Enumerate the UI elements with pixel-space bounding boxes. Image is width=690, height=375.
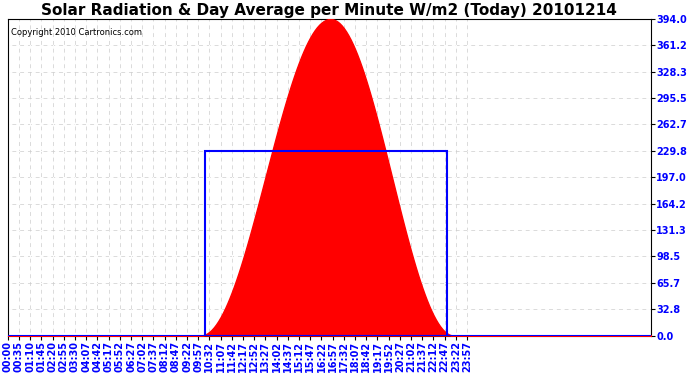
Bar — [205, 151, 447, 336]
Text: Copyright 2010 Cartronics.com: Copyright 2010 Cartronics.com — [11, 28, 142, 38]
Title: Solar Radiation & Day Average per Minute W/m2 (Today) 20101214: Solar Radiation & Day Average per Minute… — [41, 3, 618, 18]
